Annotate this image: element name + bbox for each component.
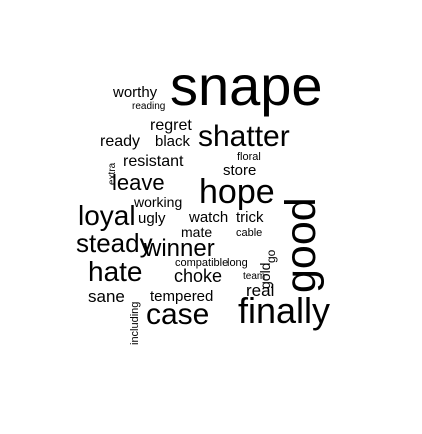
word-long: long [227,257,248,269]
word-extra: extra [107,162,118,185]
word-winner: winner [144,235,215,262]
word-cable: cable [236,227,263,239]
word-finally: finally [238,290,331,331]
word-real: real [246,281,275,300]
word-tempered: tempered [150,288,214,305]
word-loyal: loyal [78,200,136,231]
word-good: good [277,197,325,293]
word-gold: gold [257,262,273,289]
word-resistant: resistant [123,153,184,170]
word-regret: regret [150,117,192,134]
word-ready: ready [100,133,141,150]
word-go: go [264,249,278,263]
word-shatter: shatter [198,120,290,153]
word-hope: hope [199,173,275,211]
word-black: black [155,133,191,150]
word-team: team [243,271,266,282]
word-compatible: compatible [175,257,229,269]
word-floral: floral [237,151,261,163]
word-working: working [134,194,183,210]
word-ugly: ugly [138,210,166,227]
word-snape: snape [170,54,323,117]
word-watch: watch [189,209,229,226]
word-store: store [223,162,257,179]
word-hate: hate [88,256,143,287]
word-worthy: worthy [113,84,158,101]
word-sane: sane [88,287,125,306]
word-case: case [146,298,210,331]
word-mate: mate [181,224,213,240]
word-reading: reading [132,101,166,112]
word-leave: leave [112,170,165,195]
word-choke: choke [174,266,223,286]
word-trick: trick [236,209,264,226]
word-steady: steady [76,228,153,258]
word-including: including [129,301,141,345]
